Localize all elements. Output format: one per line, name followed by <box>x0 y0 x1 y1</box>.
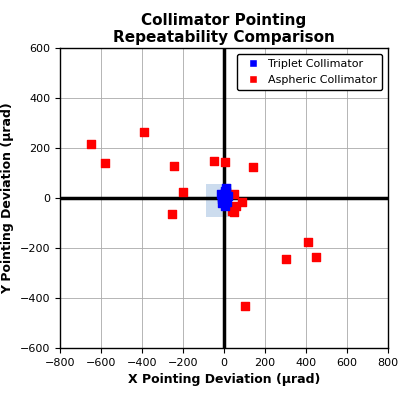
Point <box>102 160 108 166</box>
Point <box>231 191 238 198</box>
Point <box>168 211 175 218</box>
Point <box>218 191 224 198</box>
Point <box>222 195 229 201</box>
Point <box>233 202 240 209</box>
Point <box>239 198 246 205</box>
Legend: Triplet Collimator, Aspheric Collimator: Triplet Collimator, Aspheric Collimator <box>237 54 382 90</box>
Point <box>222 190 228 196</box>
Bar <box>206 184 232 217</box>
Title: Collimator Pointing
Repeatability Comparison: Collimator Pointing Repeatability Compar… <box>113 13 335 46</box>
Point <box>219 200 226 206</box>
Point <box>219 194 225 200</box>
Point <box>222 202 228 209</box>
Point <box>225 192 231 199</box>
Point <box>231 208 238 215</box>
Point <box>221 196 227 202</box>
Point <box>218 196 225 202</box>
Point <box>221 197 227 204</box>
Point <box>220 192 226 199</box>
Point <box>250 164 256 170</box>
X-axis label: X Pointing Deviation (μrad): X Pointing Deviation (μrad) <box>128 373 320 386</box>
Point <box>222 187 228 194</box>
Point <box>222 158 228 165</box>
Point <box>223 188 230 195</box>
Point <box>229 207 235 214</box>
Point <box>88 141 94 148</box>
Point <box>141 128 147 135</box>
Point <box>170 162 177 169</box>
Point <box>282 256 289 262</box>
Point <box>220 192 226 199</box>
Point <box>241 302 248 309</box>
Point <box>223 185 229 191</box>
Point <box>313 254 320 260</box>
Y-axis label: Y Pointing Deviation (μrad): Y Pointing Deviation (μrad) <box>1 102 14 294</box>
Point <box>224 198 230 205</box>
Point <box>180 188 186 195</box>
Point <box>210 157 217 164</box>
Point <box>305 238 311 245</box>
